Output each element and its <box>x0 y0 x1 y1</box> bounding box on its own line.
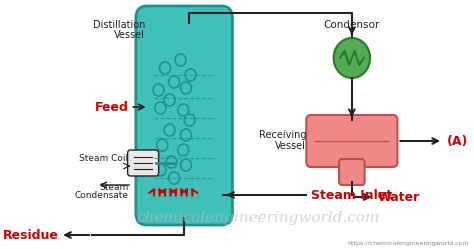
Text: Steam: Steam <box>99 183 128 192</box>
Text: Vessel: Vessel <box>275 141 306 151</box>
FancyBboxPatch shape <box>128 150 159 176</box>
FancyBboxPatch shape <box>339 159 365 185</box>
Text: Receiving: Receiving <box>259 130 306 140</box>
Text: Feed: Feed <box>95 101 128 114</box>
Text: Steam Inlet: Steam Inlet <box>311 188 392 201</box>
Text: Steam Coil: Steam Coil <box>80 153 128 163</box>
Text: Residue: Residue <box>2 229 58 242</box>
FancyBboxPatch shape <box>136 6 232 225</box>
FancyBboxPatch shape <box>306 115 397 167</box>
Text: Condensate: Condensate <box>74 191 128 200</box>
Text: (A): (A) <box>447 134 468 147</box>
Circle shape <box>334 38 370 78</box>
Text: Vessel: Vessel <box>114 30 145 40</box>
Text: https://chemicalengineeringworld.com: https://chemicalengineeringworld.com <box>347 241 468 246</box>
Text: chemicalengineeringworld.com: chemicalengineeringworld.com <box>136 211 380 225</box>
Text: Water: Water <box>377 190 419 203</box>
Text: Distillation: Distillation <box>92 20 145 30</box>
Text: Condensor: Condensor <box>324 20 380 30</box>
